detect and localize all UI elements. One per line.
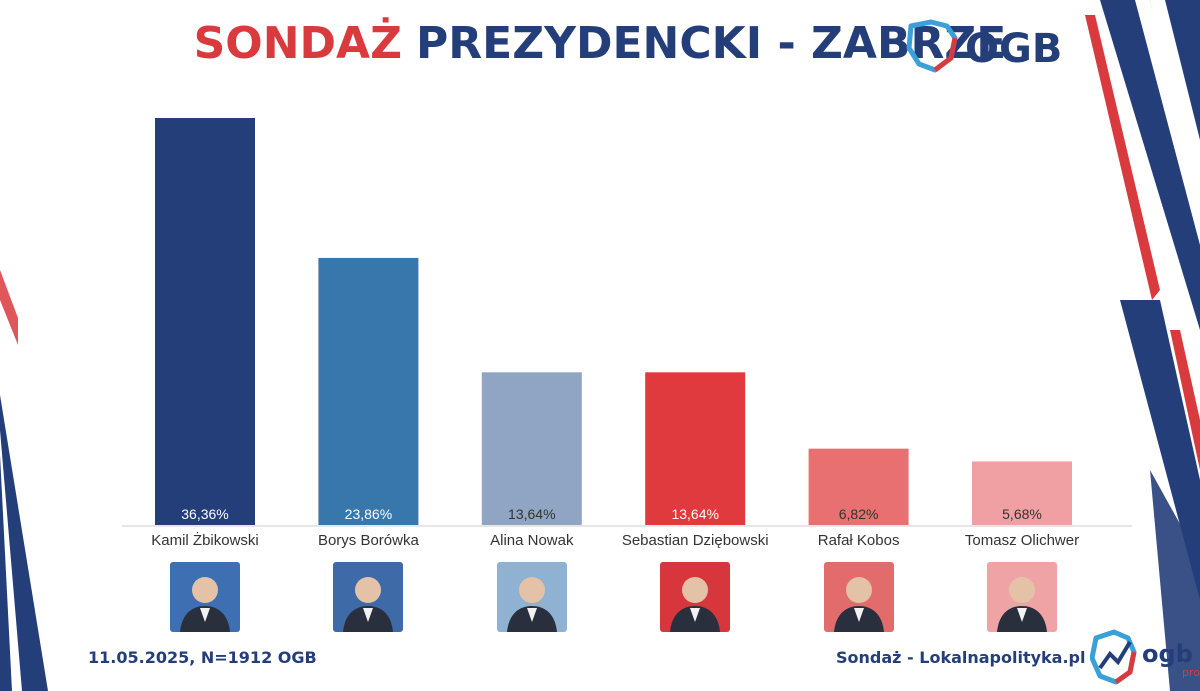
category-label: Sebastian Dziębowski [622,532,769,549]
bar-value-label: 13,64% [671,506,718,522]
candidate-photo-icon [987,562,1057,632]
poland-map-chart-icon: ogb pro [1089,629,1200,685]
bar [808,448,909,525]
poll-source: Sondaż - Lokalnapolityka.pl [836,648,1086,667]
candidate-photo-icon [333,562,404,632]
category-label: Kamil Żbikowski [151,531,259,549]
bar-value-label: 36,36% [181,506,228,522]
candidate-photo-icon [496,562,567,632]
category-label: Rafał Kobos [818,532,900,549]
ogb-logo-text: OGB [965,26,1062,72]
poll-date-sample: 11.05.2025, N=1912 OGB [88,648,317,667]
bar [645,372,746,525]
bar-value-label: 13,64% [508,506,555,522]
category-label: Tomasz Olichwer [965,532,1079,549]
ogb-pro-logo-sub: pro [1182,666,1200,679]
candidate-photo-icon [660,562,731,632]
ogb-pro-logo: ogb pro [1089,624,1200,686]
page-title: SONDAŻ PREZYDENCKI - ZABRZE [0,18,1200,69]
category-label: Borys Borówka [318,532,420,549]
bar [481,372,582,525]
candidate-photo-icon [170,562,240,632]
poland-map-outline-icon: OGB [906,19,1062,73]
bar [318,257,419,525]
ogb-logo: OGB [905,18,1080,74]
candidate-photo-icon [823,562,894,632]
bar-value-label: 23,86% [345,506,392,522]
ogb-pro-logo-text: ogb [1142,640,1193,668]
title-part-red: SONDAŻ [193,18,403,69]
bar-value-label: 6,82% [839,506,879,522]
category-label: Alina Nowak [490,532,574,549]
bar [155,118,255,525]
bar-value-label: 5,68% [1002,506,1042,522]
bar [972,461,1072,525]
